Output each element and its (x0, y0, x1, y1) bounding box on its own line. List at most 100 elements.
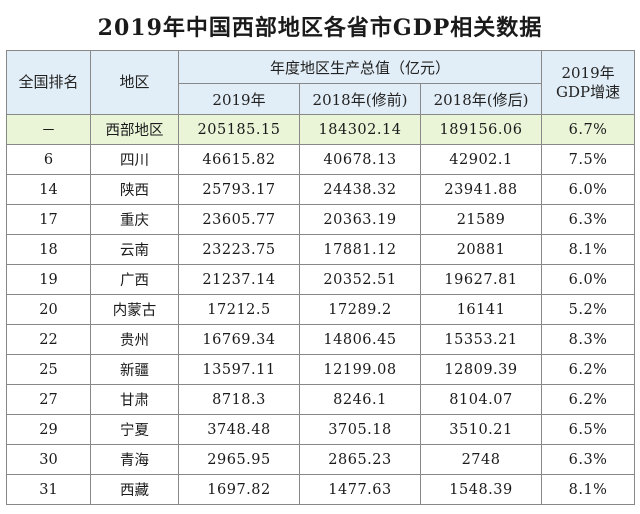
cell-growth: 8.1% (541, 474, 636, 505)
cell-growth: 6.0% (541, 264, 636, 295)
cell-gdp-2019: 46615.82 (178, 144, 300, 175)
cell-region: 重庆 (90, 204, 179, 235)
cell-rank: 14 (6, 174, 91, 205)
table-row: 27 甘肃 8718.3 8246.1 8104.07 6.2% (6, 384, 636, 415)
cell-gdp-2019: 8718.3 (178, 384, 300, 415)
cell-gdp-2018-after: 15353.21 (419, 324, 543, 355)
cell-rank: 29 (6, 414, 91, 445)
cell-growth: 5.2% (541, 294, 636, 325)
cell-gdp-2018-after: 1548.39 (419, 474, 543, 505)
cell-region: 陕西 (90, 174, 179, 205)
cell-region: 宁夏 (90, 414, 179, 445)
header-growth: 2019年 GDP增速 (541, 50, 636, 115)
cell-rank: 22 (6, 324, 91, 355)
cell-gdp-2019: 23605.77 (178, 204, 300, 235)
cell-region: 新疆 (90, 354, 179, 385)
cell-gdp-2018-after: 20881 (419, 234, 543, 265)
header-gdp-group: 年度地区生产总值（亿元） (177, 50, 543, 84)
cell-rank: 18 (6, 234, 91, 265)
table-row: 18 云南 23223.75 17881.12 20881 8.1% (6, 234, 636, 265)
cell-gdp-2018-before: 3705.18 (299, 414, 421, 445)
cell-gdp-2018-after: 2748 (419, 444, 543, 475)
table-row: 22 贵州 16769.34 14806.45 15353.21 8.3% (6, 324, 636, 355)
cell-region: 甘肃 (90, 384, 179, 415)
cell-growth: 7.5% (541, 144, 636, 175)
cell-gdp-2019: 3748.48 (178, 414, 300, 445)
table-row: 25 新疆 13597.11 12199.08 12809.39 6.2% (6, 354, 636, 385)
table-row: 29 宁夏 3748.48 3705.18 3510.21 6.5% (6, 414, 636, 445)
cell-gdp-2018-after: 16141 (419, 294, 543, 325)
summary-gdp-2018-before: 184302.14 (299, 114, 421, 145)
cell-gdp-2018-before: 40678.13 (299, 144, 421, 175)
cell-growth: 6.3% (541, 444, 636, 475)
cell-rank: 6 (6, 144, 91, 175)
cell-gdp-2019: 25793.17 (178, 174, 300, 205)
cell-region: 西藏 (90, 474, 179, 505)
header-rank: 全国排名 (6, 50, 91, 115)
cell-gdp-2019: 2965.95 (178, 444, 300, 475)
cell-growth: 6.0% (541, 174, 636, 205)
summary-gdp-2018-after: 189156.06 (419, 114, 543, 145)
cell-gdp-2019: 16769.34 (178, 324, 300, 355)
cell-growth: 8.3% (541, 324, 636, 355)
cell-gdp-2018-before: 14806.45 (299, 324, 421, 355)
header-2019: 2019年 (178, 83, 300, 115)
cell-rank: 19 (6, 264, 91, 295)
summary-growth: 6.7% (541, 114, 636, 145)
cell-gdp-2018-before: 20352.51 (299, 264, 421, 295)
header-growth-line1: 2019年 (561, 63, 615, 82)
cell-gdp-2018-before: 8246.1 (299, 384, 421, 415)
cell-growth: 6.2% (541, 384, 636, 415)
cell-gdp-2018-after: 21589 (419, 204, 543, 235)
header-growth-line2: GDP增速 (555, 82, 621, 101)
table-header: 全国排名 地区 年度地区生产总值（亿元） 2019年 GDP增速 2019年 2… (6, 50, 636, 115)
gdp-table: 全国排名 地区 年度地区生产总值（亿元） 2019年 GDP增速 2019年 2… (6, 50, 636, 505)
cell-gdp-2018-after: 3510.21 (419, 414, 543, 445)
cell-gdp-2018-after: 19627.81 (419, 264, 543, 295)
cell-gdp-2018-after: 8104.07 (419, 384, 543, 415)
cell-growth: 6.2% (541, 354, 636, 385)
cell-rank: 31 (6, 474, 91, 505)
cell-growth: 6.5% (541, 414, 636, 445)
table-row: 17 重庆 23605.77 20363.19 21589 6.3% (6, 204, 636, 235)
cell-gdp-2019: 21237.14 (178, 264, 300, 295)
table-row: 31 西藏 1697.82 1477.63 1548.39 8.1% (6, 474, 636, 505)
cell-gdp-2018-before: 2865.23 (299, 444, 421, 475)
table-row: 30 青海 2965.95 2865.23 2748 6.3% (6, 444, 636, 475)
cell-gdp-2018-before: 12199.08 (299, 354, 421, 385)
cell-gdp-2019: 13597.11 (178, 354, 300, 385)
cell-rank: 25 (6, 354, 91, 385)
table-row: 6 四川 46615.82 40678.13 42902.1 7.5% (6, 144, 636, 175)
summary-row: － 西部地区 205185.15 184302.14 189156.06 6.7… (6, 114, 636, 145)
cell-rank: 30 (6, 444, 91, 475)
cell-region: 青海 (90, 444, 179, 475)
cell-region: 内蒙古 (90, 294, 179, 325)
cell-region: 云南 (90, 234, 179, 265)
cell-growth: 8.1% (541, 234, 636, 265)
table-row: 14 陕西 25793.17 24438.32 23941.88 6.0% (6, 174, 636, 205)
cell-gdp-2019: 1697.82 (178, 474, 300, 505)
cell-gdp-2019: 23223.75 (178, 234, 300, 265)
cell-rank: 27 (6, 384, 91, 415)
header-2018-before: 2018年(修前) (299, 83, 421, 115)
cell-growth: 6.3% (541, 204, 636, 235)
summary-rank: － (6, 114, 91, 145)
table-row: 19 广西 21237.14 20352.51 19627.81 6.0% (6, 264, 636, 295)
summary-region: 西部地区 (90, 114, 179, 145)
cell-gdp-2018-before: 17881.12 (299, 234, 421, 265)
cell-gdp-2018-before: 17289.2 (299, 294, 421, 325)
table-row: 20 内蒙古 17212.5 17289.2 16141 5.2% (6, 294, 636, 325)
cell-region: 四川 (90, 144, 179, 175)
table-body: － 西部地区 205185.15 184302.14 189156.06 6.7… (6, 114, 636, 505)
cell-rank: 20 (6, 294, 91, 325)
cell-gdp-2018-before: 24438.32 (299, 174, 421, 205)
cell-gdp-2018-after: 12809.39 (419, 354, 543, 385)
header-region: 地区 (90, 50, 179, 115)
summary-gdp-2019: 205185.15 (178, 114, 300, 145)
cell-region: 贵州 (90, 324, 179, 355)
cell-gdp-2018-after: 23941.88 (419, 174, 543, 205)
cell-rank: 17 (6, 204, 91, 235)
cell-gdp-2019: 17212.5 (178, 294, 300, 325)
header-2018-after: 2018年(修后) (419, 83, 543, 115)
cell-gdp-2018-after: 42902.1 (419, 144, 543, 175)
